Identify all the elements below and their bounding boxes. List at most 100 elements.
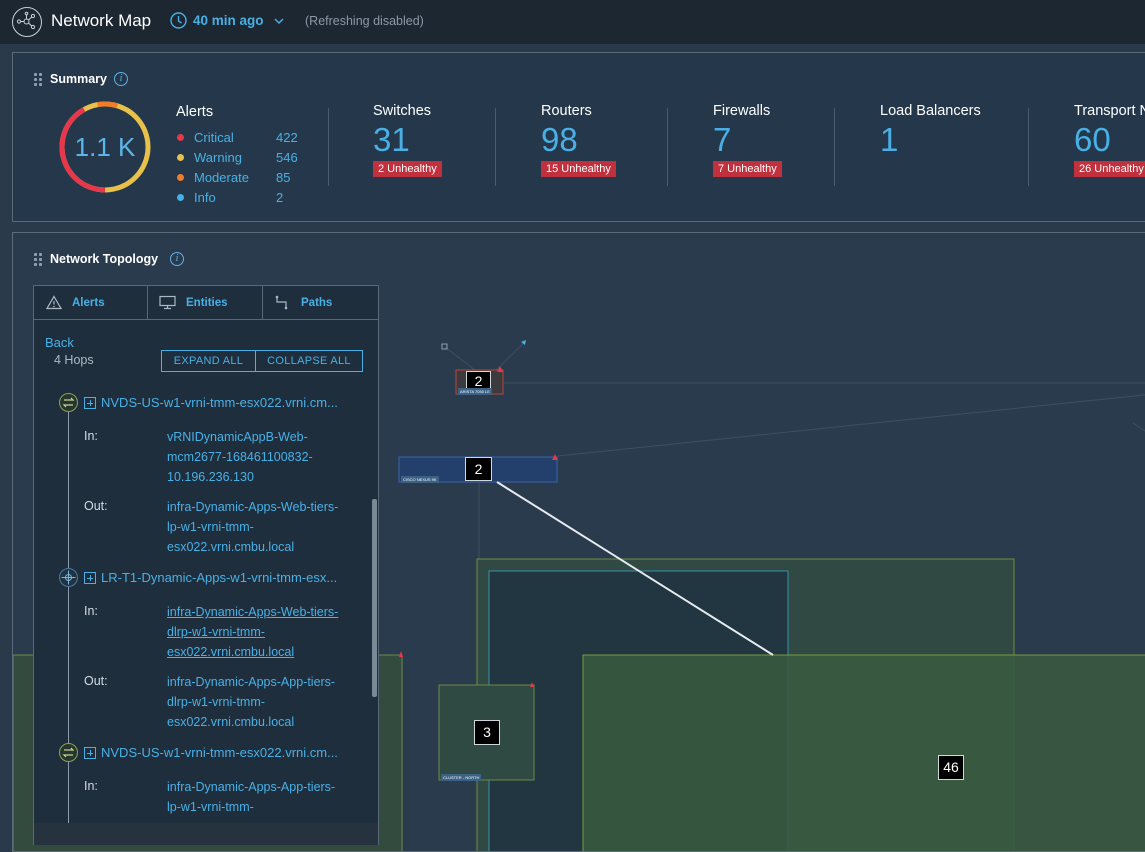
unhealthy-badge[interactable]: 26 Unhealthy [1074, 161, 1145, 177]
alert-name: Moderate [194, 170, 249, 185]
stat-value[interactable]: 31 [373, 121, 410, 158]
expand-hop-icon[interactable] [84, 747, 96, 759]
tab-label: Entities [186, 297, 228, 309]
stat-load-balancers[interactable]: Load Balancers 1 [880, 103, 981, 159]
tab-alerts[interactable]: Alerts [34, 286, 148, 320]
stat-firewalls[interactable]: Firewalls 7 7 Unhealthy [713, 103, 782, 177]
critical-dot-icon [177, 134, 184, 141]
value-line: mcm2677-168461100832- [167, 450, 313, 464]
total-alerts-value: 1.1 K [74, 132, 136, 162]
stat-label: Switches [373, 103, 432, 119]
alert-count: 546 [276, 150, 298, 165]
hop-title[interactable]: NVDS-US-w1-vrni-tmm-esx022.vrni.cm... [101, 395, 338, 410]
divider [328, 108, 329, 186]
hops-count: 4 Hops [54, 353, 94, 367]
stat-label: Transport N [1074, 103, 1145, 119]
drag-handle-icon[interactable] [34, 73, 42, 86]
node-count-badge[interactable]: 3 [474, 720, 500, 745]
value-line: lp-w1-vrni-tmm- [167, 520, 254, 534]
value-line: infra-Dynamic-Apps-App-tiers- [167, 780, 336, 794]
in-value[interactable]: infra-Dynamic-Apps-Web-tiers- dlrp-w1-vr… [167, 602, 338, 662]
node-label: ARISTA 7050 LE [458, 388, 492, 395]
value-line: esx022.vrni.cmbu.local [167, 715, 295, 729]
switch-icon [59, 743, 78, 762]
paths-panel: Alerts Entities Paths Back 4 Hops EXPAND… [33, 285, 379, 845]
tab-paths[interactable]: Paths [263, 286, 378, 320]
tab-label: Alerts [72, 297, 105, 309]
alert-name: Info [194, 190, 216, 205]
value-line: vRNIDynamicAppB-Web- [167, 430, 308, 444]
out-value[interactable]: infra-Dynamic-Apps-Web-tiers- lp-w1-vrni… [167, 497, 338, 557]
stat-value[interactable]: 1 [880, 121, 899, 158]
page-title: Network Map [51, 11, 152, 30]
path-icon [275, 295, 289, 315]
value-line: dlrp-w1-vrni-tmm- [167, 695, 265, 709]
topology-title: Network Topology [50, 252, 159, 266]
stat-switches[interactable]: Switches 31 2 Unhealthy [373, 103, 442, 177]
stat-label: Routers [541, 103, 592, 119]
stat-label: Firewalls [713, 103, 771, 119]
time-range-selector[interactable]: 40 min ago [193, 13, 264, 28]
alert-count: 2 [276, 190, 284, 205]
unhealthy-badge[interactable]: 7 Unhealthy [713, 161, 782, 177]
node-count-badge[interactable]: 2 [465, 457, 492, 481]
drag-handle-icon[interactable] [34, 253, 42, 266]
stat-value[interactable]: 7 [713, 121, 732, 158]
warning-dot-icon [177, 154, 184, 161]
info-icon[interactable]: i [170, 252, 184, 266]
unhealthy-badge[interactable]: 15 Unhealthy [541, 161, 616, 177]
in-value[interactable]: vRNIDynamicAppB-Web- mcm2677-16846110083… [167, 427, 313, 487]
value-line: esx022.vrni.cmbu.local [167, 645, 295, 659]
expand-hop-icon[interactable] [84, 397, 96, 409]
unhealthy-badge[interactable]: 2 Unhealthy [373, 161, 442, 177]
in-label: In: [84, 429, 98, 443]
value-line: esx022.vrni.cmbu.local [167, 540, 295, 554]
alert-name: Critical [194, 130, 234, 145]
path-timeline [68, 394, 69, 824]
value-line: infra-Dynamic-Apps-Web-tiers- [167, 500, 339, 514]
hop-title[interactable]: NVDS-US-w1-vrni-tmm-esx022.vrni.cm... [101, 745, 338, 760]
refresh-status: (Refreshing disabled) [305, 14, 424, 28]
divider [495, 108, 496, 186]
divider [1028, 108, 1029, 186]
stat-transport-nodes[interactable]: Transport N 60 26 Unhealthy [1074, 103, 1145, 177]
summary-panel: Summary i 1.1 K Alerts Critical 422 Warn… [12, 52, 1145, 222]
stat-value[interactable]: 60 [1074, 121, 1111, 158]
alerts-donut-chart [59, 101, 151, 193]
expand-collapse-group: EXPAND ALL COLLAPSE ALL [161, 350, 363, 372]
divider [834, 108, 835, 186]
warning-triangle-icon [45, 295, 63, 315]
value-line: dlrp-w1-vrni-tmm- [167, 625, 265, 639]
stat-routers[interactable]: Routers 98 15 Unhealthy [541, 103, 616, 177]
value-line: infra-Dynamic-Apps-Web-tiers- [167, 605, 339, 619]
monitor-icon [159, 295, 176, 315]
panel-footer [34, 823, 378, 845]
in-label: In: [84, 779, 98, 793]
hop-title[interactable]: LR-T1-Dynamic-Apps-w1-vrni-tmm-esx... [101, 570, 338, 585]
moderate-dot-icon [177, 174, 184, 181]
scrollbar[interactable] [372, 499, 377, 697]
collapse-all-button[interactable]: COLLAPSE ALL [267, 355, 351, 367]
stat-label: Load Balancers [880, 103, 981, 119]
back-link[interactable]: Back [45, 335, 74, 350]
clock-icon[interactable] [169, 11, 188, 35]
top-bar: Network Map 40 min ago (Refreshing disab… [0, 0, 1145, 44]
in-value[interactable]: infra-Dynamic-Apps-App-tiers- lp-w1-vrni… [167, 777, 335, 817]
divider [667, 108, 668, 186]
in-label: In: [84, 604, 98, 618]
node-count-badge[interactable]: 46 [938, 755, 964, 780]
info-dot-icon [177, 194, 184, 201]
chevron-down-icon[interactable] [273, 14, 285, 32]
expand-hop-icon[interactable] [84, 572, 96, 584]
switch-icon [59, 393, 78, 412]
tab-entities[interactable]: Entities [148, 286, 263, 320]
node-label: CISCO NEXUS 9K [401, 476, 439, 483]
network-map-logo-icon [12, 7, 42, 37]
stat-value[interactable]: 98 [541, 121, 578, 158]
out-value[interactable]: infra-Dynamic-Apps-App-tiers- dlrp-w1-vr… [167, 672, 335, 732]
expand-all-button[interactable]: EXPAND ALL [162, 351, 256, 371]
alert-name: Warning [194, 150, 242, 165]
alert-count: 85 [276, 170, 291, 185]
out-label: Out: [84, 674, 108, 688]
info-icon[interactable]: i [114, 72, 128, 86]
